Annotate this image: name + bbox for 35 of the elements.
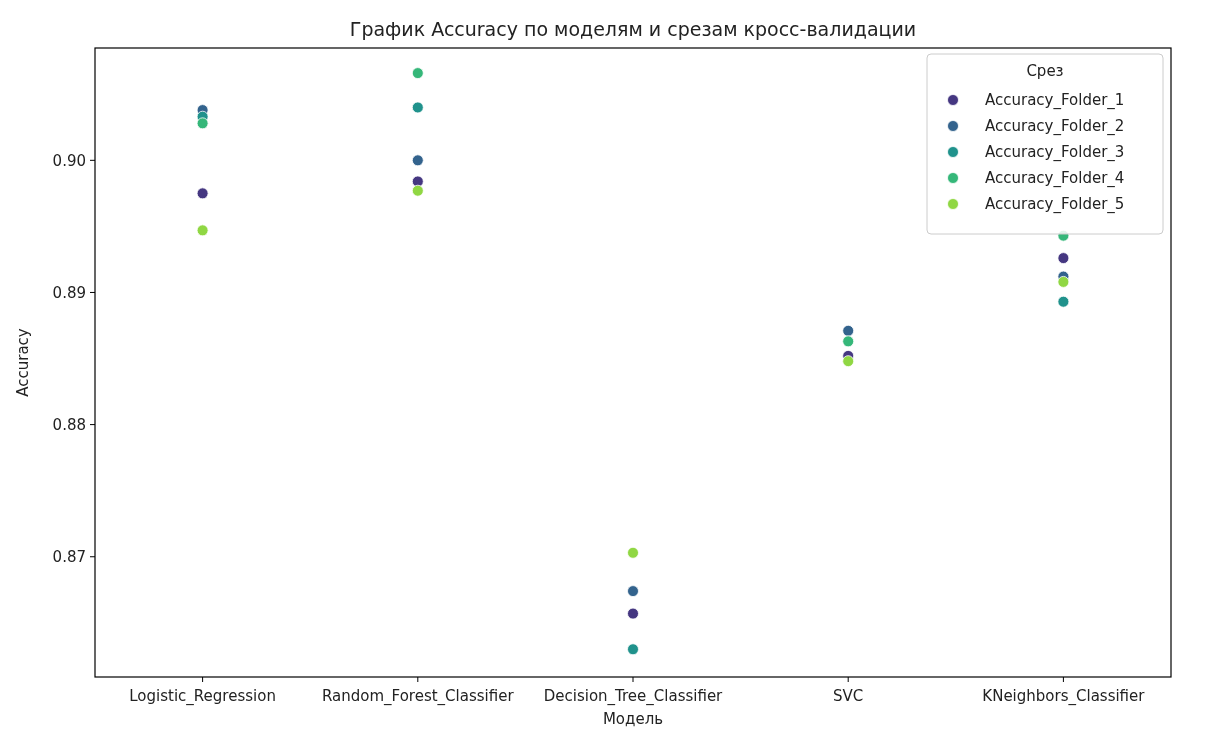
point (627, 546, 639, 559)
x-tick-label: SVC (833, 687, 864, 705)
point (196, 187, 209, 200)
point (411, 154, 424, 167)
legend-label: Accuracy_Folder_3 (985, 143, 1125, 163)
y-tick-label: 0.88 (52, 415, 86, 434)
chart-title: График Accuracy по моделям и срезам кросс-валидации (349, 18, 917, 40)
point (411, 101, 424, 114)
point (196, 224, 209, 237)
x-tick-label: Logistic_Regression (129, 687, 276, 706)
x-tick-label: Random_Forest_Classifier (322, 687, 515, 706)
point (1057, 275, 1070, 288)
point (627, 607, 639, 620)
legend-label: Accuracy_Folder_4 (985, 169, 1125, 189)
y-axis-title: Accuracy (14, 328, 32, 397)
point (411, 184, 424, 197)
point (842, 355, 855, 368)
point (627, 585, 639, 598)
legend-title: Срез (1026, 62, 1064, 80)
point (411, 67, 424, 80)
y-tick-label: 0.89 (52, 283, 86, 302)
x-tick-label: Decision_Tree_Classifier (543, 687, 724, 706)
x-axis-title: Модель (602, 710, 664, 728)
x-tick-label: KNeighbors_Classifier (982, 687, 1146, 706)
point (842, 324, 855, 337)
y-tick-label: 0.90 (52, 151, 86, 170)
point (842, 335, 855, 348)
point (1057, 252, 1070, 265)
y-tick-label: 0.87 (52, 548, 86, 566)
legend-label: Accuracy_Folder_2 (985, 117, 1125, 137)
point (1057, 295, 1070, 308)
legend-label: Accuracy_Folder_5 (985, 195, 1125, 215)
point (196, 117, 209, 130)
point (627, 643, 639, 656)
legend-label: Accuracy_Folder_1 (985, 91, 1125, 111)
